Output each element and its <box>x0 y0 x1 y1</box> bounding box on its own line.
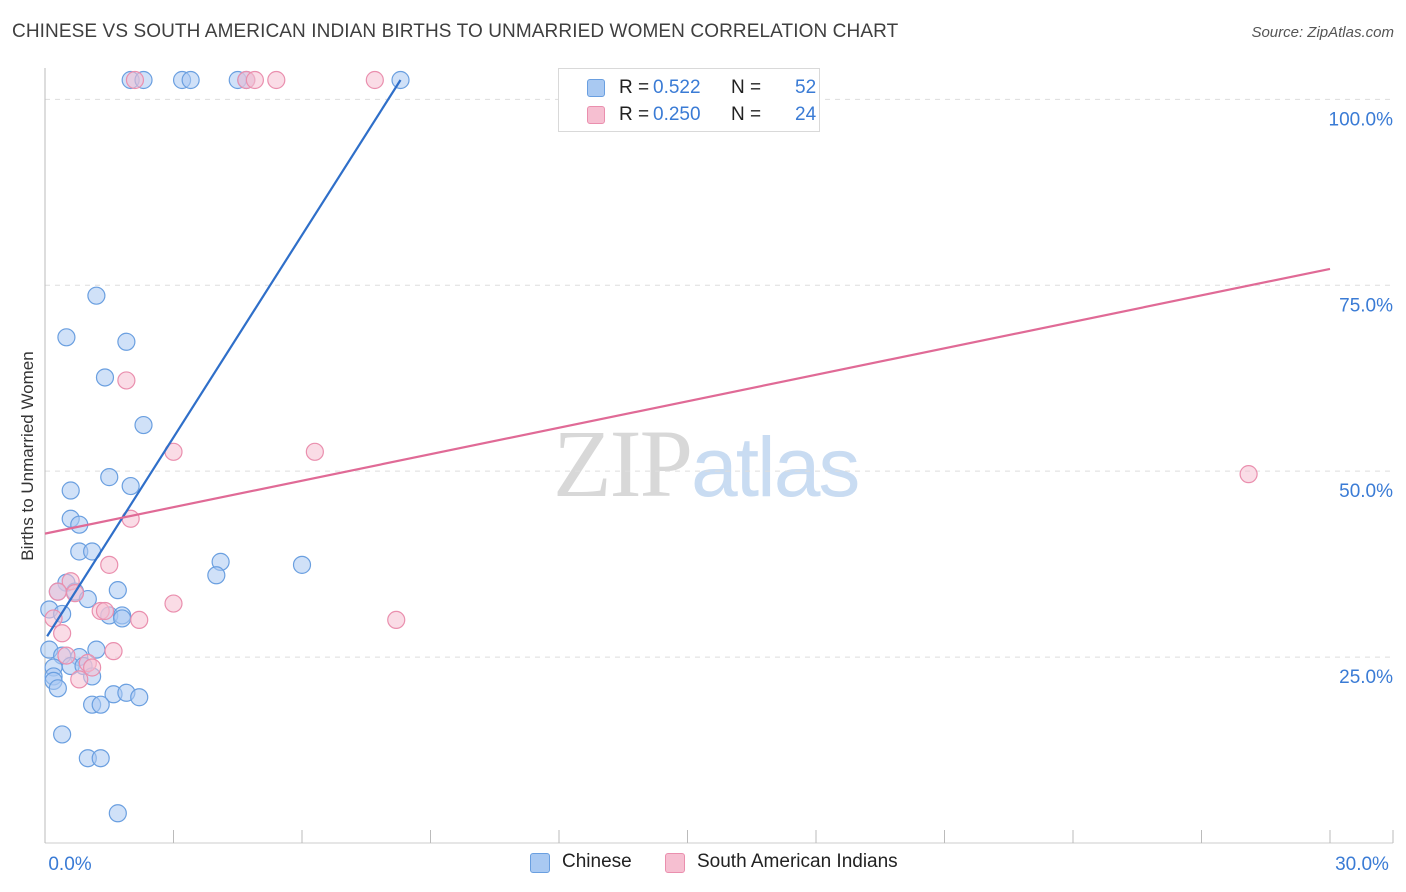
sa-point <box>104 642 123 661</box>
chinese-point <box>108 581 127 600</box>
chinese-point <box>95 368 115 387</box>
sa-point <box>95 601 115 621</box>
legend-n-label: N = <box>731 104 762 125</box>
sa-point <box>83 658 102 677</box>
chinese-point <box>61 481 80 500</box>
sa-point <box>100 555 119 574</box>
chinese-point <box>100 468 119 487</box>
legend-n-value: 52 <box>795 77 817 98</box>
chinese-legend-swatch <box>530 853 550 873</box>
chinese-point <box>181 70 200 90</box>
legend-r-label: R = <box>619 77 650 98</box>
legend-r-value: 0.522 <box>653 77 701 98</box>
sa-point <box>70 670 89 689</box>
sa-point <box>387 610 406 630</box>
chinese-trend-line <box>46 79 402 637</box>
x-tick-label: 0.0% <box>48 854 91 875</box>
chinese-legend-label: Chinese <box>562 851 632 872</box>
x-tick-label: 30.0% <box>1335 854 1389 875</box>
chinese-point <box>130 688 149 707</box>
sa-point <box>1239 465 1258 484</box>
y-axis-title: Births to Unmarried Women <box>18 351 37 561</box>
chinese-point <box>91 695 110 714</box>
legend-r-value: 0.250 <box>653 104 701 125</box>
sa-point <box>53 624 72 643</box>
sa-point <box>125 70 145 90</box>
sa-point <box>365 70 384 90</box>
y-tick-label: 75.0% <box>1339 295 1393 316</box>
chinese-point <box>48 679 67 698</box>
chinese-point <box>112 609 132 628</box>
chinese-point <box>57 328 76 347</box>
sa-point <box>57 646 76 665</box>
sa-point <box>305 442 324 461</box>
sa-point <box>117 371 136 390</box>
y-tick-label: 100.0% <box>1329 109 1394 130</box>
chart-title: CHINESE VS SOUTH AMERICAN INDIAN BIRTHS … <box>12 21 899 42</box>
sa-point <box>245 70 264 90</box>
legend-n-value: 24 <box>795 104 817 125</box>
chinese-point <box>117 332 136 351</box>
chinese-point <box>108 804 127 823</box>
sa-point <box>130 610 149 630</box>
correlation-legend: R = 0.522 N = 52 R = 0.250 N = 24 <box>558 68 820 132</box>
chinese-point <box>91 749 110 768</box>
sa-swatch <box>587 106 605 124</box>
chinese-point <box>292 555 312 574</box>
legend-r-label: R = <box>619 104 650 125</box>
sa-point <box>164 594 183 613</box>
legend-n-label: N = <box>731 77 762 98</box>
y-tick-label: 25.0% <box>1339 667 1393 688</box>
source-credit: Source: ZipAtlas.com <box>1251 24 1394 41</box>
chinese-swatch <box>587 79 605 97</box>
chinese-point <box>53 725 72 744</box>
sa-trend-line <box>44 267 1331 535</box>
chinese-point <box>87 286 106 305</box>
chinese-point <box>134 415 153 435</box>
sa-legend-swatch <box>665 853 685 873</box>
sa-point <box>48 582 67 601</box>
sa-legend-label: South American Indians <box>697 851 898 872</box>
chinese-point <box>207 566 226 585</box>
chinese-point <box>121 476 140 496</box>
sa-point <box>267 70 286 90</box>
y-tick-label: 50.0% <box>1339 481 1393 502</box>
